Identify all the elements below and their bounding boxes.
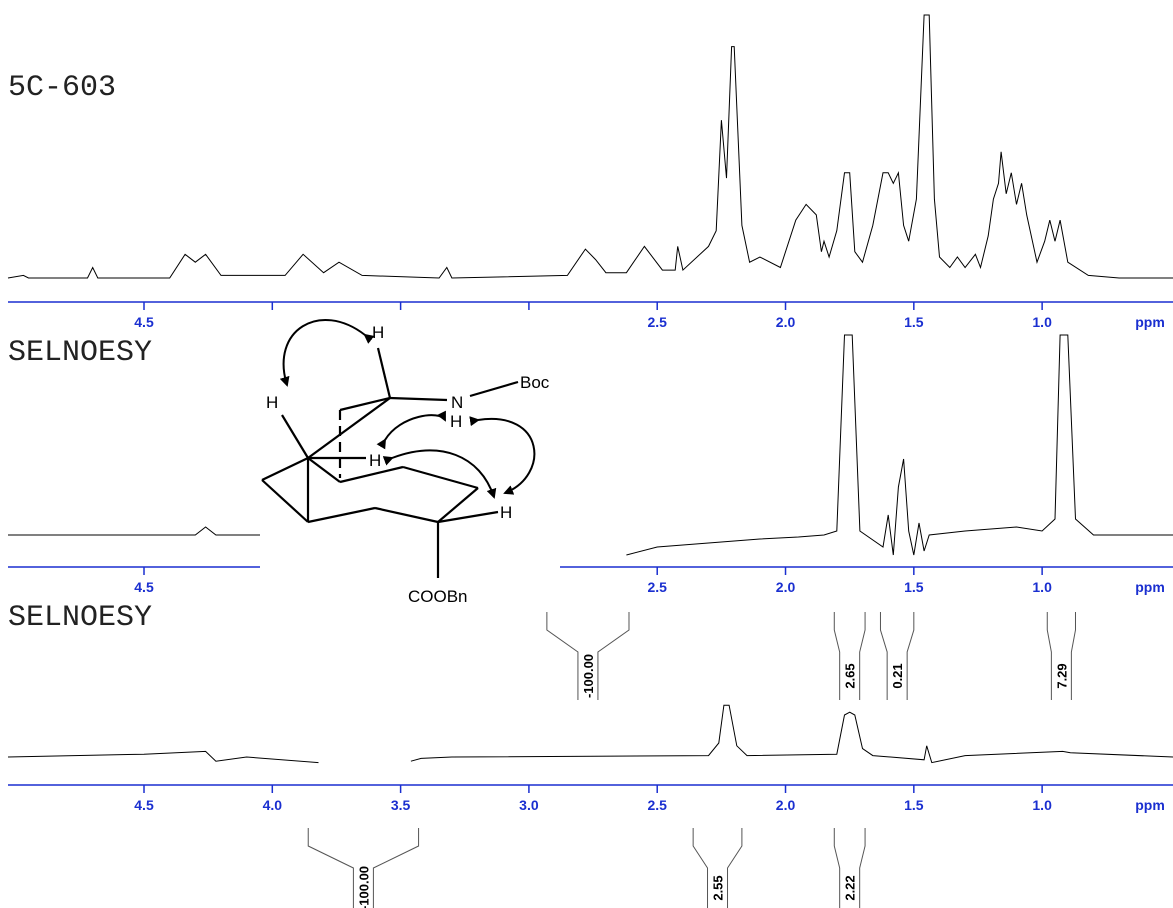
spectra: 5C-603 4.5 4.0 3.5 3.0 2.5 2.0 1.5 1.0 ppm SELNOES… [7,14,1173,908]
x-axis-label: ppm [1135,579,1165,595]
x-tick-label: 2.5 [647,797,667,813]
atom-label: N [451,393,463,412]
atom-label: H [266,393,278,412]
x-tick-label: 4.5 [134,579,154,595]
x-tick-label: 1.0 [1032,579,1052,595]
panel-label: 5C-603 [8,71,116,105]
noe-arrows [279,318,536,499]
x-tick-label: 1.5 [904,797,924,813]
integral-bracket [1046,612,1076,700]
x-tick-label: 1.5 [904,314,924,330]
integral-bracket [307,828,420,908]
integral-bracket [546,612,630,700]
integral-bracket [692,828,743,908]
x-tick-label: 3.5 [391,797,411,813]
x-tick-label: 4.5 [134,314,154,330]
integral-label: 2.65 [843,663,858,688]
spectrum [7,704,1173,764]
x-tick-label: 2.5 [647,579,667,595]
x-tick-label: 2.0 [776,579,796,595]
panel-label: SELNOESY [8,601,152,635]
x-tick-label: 2.0 [776,797,796,813]
integral-bracket [833,828,866,908]
atom-label: H [500,503,512,522]
x-tick-label: 4.5 [134,797,154,813]
x-tick-label: 3.0 [519,797,539,813]
integral-label: -100.00 [581,654,596,698]
atom-label: H [372,323,384,342]
atom-label: H [450,412,462,431]
spectrum [7,14,1173,279]
integral-label: 2.55 [711,875,726,900]
integral-label: 2.22 [843,875,858,900]
x-tick-label: 2.0 [776,314,796,330]
x-axis-label: ppm [1135,314,1165,330]
atom-label: H [369,451,381,470]
integral-bracket [833,612,866,700]
panel-label: SELNOESY [8,336,152,370]
integral-label: 0.21 [890,663,905,688]
x-axis-label: ppm [1135,797,1165,813]
structure: H H N Boc H H H COOBn [260,310,560,606]
x-tick-label: 2.5 [647,314,667,330]
x-tick-label: 1.5 [904,579,924,595]
atom-label: COOBn [408,587,468,606]
integral-label: 7.29 [1054,663,1069,688]
atom-label: Boc [520,373,550,392]
x-tick-label: 1.0 [1032,797,1052,813]
structure-background [260,310,560,602]
spectrum [8,334,1173,556]
x-tick-label: 1.0 [1032,314,1052,330]
x-tick-label: 4.0 [263,797,283,813]
integral-bracket [879,612,915,700]
integral-label: -100.00 [356,866,371,908]
